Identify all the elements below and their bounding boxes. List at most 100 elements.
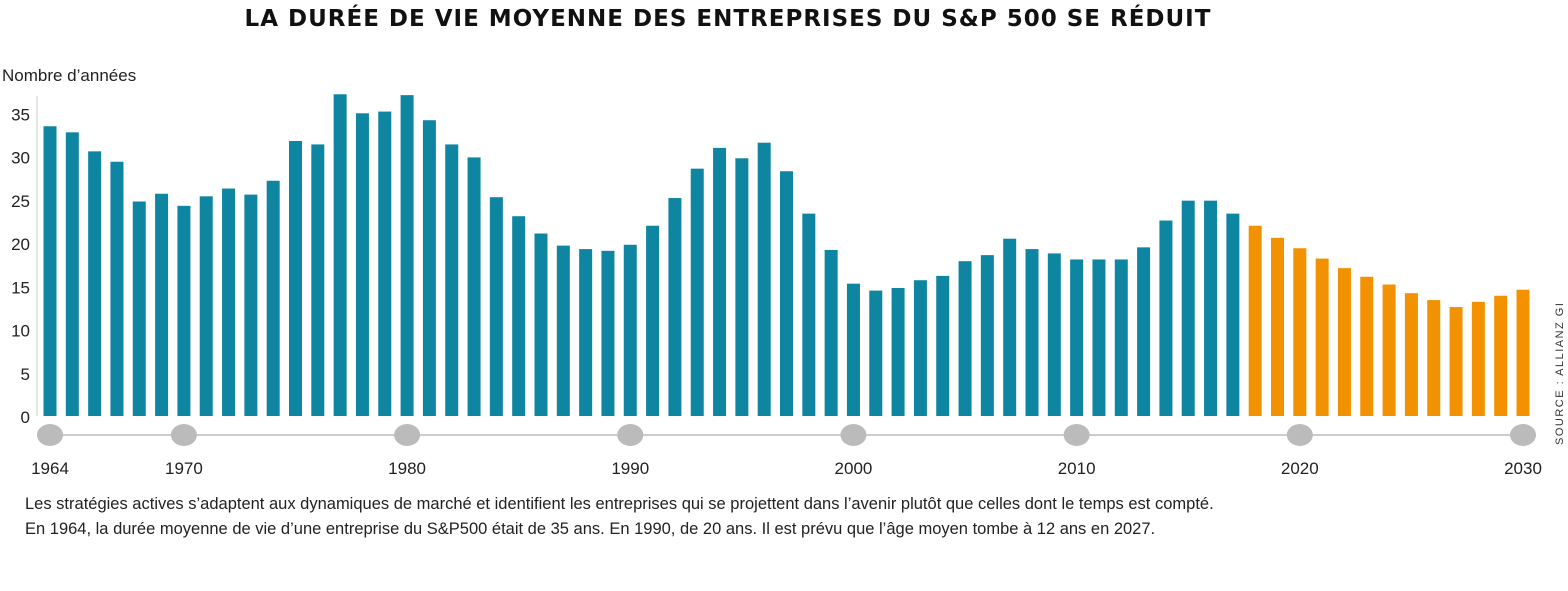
bar-1969 [155,193,169,416]
bar-1998 [802,213,816,416]
timeline-dot-2010 [1063,424,1090,446]
bar-1966 [88,151,102,416]
bar-2006 [980,255,994,416]
bar-2022 [1337,268,1351,416]
y-tick-label: 35 [11,105,30,124]
bar-2027 [1449,307,1463,416]
bar-1978 [355,113,369,417]
bar-1971 [199,196,213,416]
bar-1967 [110,161,124,416]
x-tick-label: 1964 [31,459,69,478]
bar-2005 [958,261,972,416]
bar-1995 [735,158,749,416]
caption: Les stratégies actives s’adaptent aux dy… [25,492,1525,542]
bar-2017 [1226,213,1240,416]
bar-2018 [1248,225,1262,416]
bar-2023 [1360,276,1374,416]
y-tick-label: 0 [21,408,30,427]
chart-title: LA DURÉE DE VIE MOYENNE DES ENTREPRISES … [245,4,1212,32]
timeline-dot-2020 [1286,424,1313,446]
bar-1975 [289,140,302,416]
bar-1999 [824,249,838,416]
bar-1990 [623,244,637,416]
caption-line-1: Les stratégies actives s’adaptent aux dy… [25,495,1214,513]
x-tick-label: 2000 [835,459,873,478]
bar-2025 [1404,293,1418,416]
bar-2016 [1204,200,1218,416]
bar-2013 [1137,247,1151,416]
bar-1985 [512,216,526,416]
x-axis-ticks: 1964 1970 1980 1990 2000 2010 2020 2030 [31,424,1542,478]
bar-2028 [1471,301,1485,416]
y-axis-ticks: 0 5 10 15 20 25 30 35 [11,105,30,427]
timeline-dot-2000 [840,424,867,446]
timeline-dot-1990 [617,424,644,446]
bar-2015 [1181,200,1195,416]
y-tick-label: 5 [21,365,30,384]
bar-1983 [467,157,481,416]
y-tick-label: 10 [11,322,30,341]
bar-2000 [846,283,860,416]
bar-1986 [534,233,548,416]
bar-2029 [1494,295,1508,416]
bar-1988 [579,249,593,416]
y-tick-label: 30 [11,149,30,168]
bar-2024 [1382,284,1396,416]
bar-1972 [222,188,236,416]
caption-line-2: En 1964, la durée moyenne de vie d’une e… [25,520,1156,538]
bar-2007 [1003,238,1017,416]
bar-1984 [489,197,503,416]
bar-2030 [1516,289,1530,416]
bar-1973 [244,194,258,416]
x-tick-label: 1990 [611,459,649,478]
bar-1976 [311,144,325,416]
bar-2009 [1047,253,1061,416]
bar-1997 [780,171,793,416]
bar-2014 [1159,220,1173,416]
bar-2010 [1070,259,1084,416]
bar-1982 [445,144,459,416]
y-axis-label: Nombre d’années [2,66,136,85]
bar-2003 [913,280,927,416]
bar-2020 [1293,248,1307,416]
x-tick-label: 2030 [1504,459,1542,478]
bar-2012 [1114,259,1128,416]
x-tick-label: 2010 [1058,459,1096,478]
bar-1996 [757,142,771,416]
bar-2008 [1025,249,1039,416]
x-tick-label: 1980 [388,459,426,478]
bar-1965 [65,132,79,416]
bars-group [43,94,1530,417]
x-tick-label: 1970 [165,459,203,478]
bar-1970 [177,205,191,416]
bar-1974 [266,180,280,416]
bar-2021 [1315,258,1329,416]
y-tick-label: 15 [11,278,30,297]
bar-1980 [400,95,414,416]
timeline-dot-1964 [37,424,63,446]
bar-1991 [646,225,660,416]
bar-1968 [132,201,146,416]
bar-2002 [891,288,905,416]
bar-2001 [869,290,883,416]
bar-1964 [43,126,57,417]
timeline-dot-1980 [394,424,421,446]
bar-2026 [1427,300,1441,416]
bar-1993 [690,168,704,416]
source-label: SOURCE : ALLIANZ GI [1554,302,1566,445]
timeline-dot-2030 [1510,424,1536,446]
bar-1992 [668,198,682,416]
bar-1981 [422,120,436,416]
bar-1989 [601,250,615,416]
bar-1979 [378,111,392,416]
y-tick-label: 25 [11,192,30,211]
bar-2019 [1271,237,1284,416]
timeline-dot-1970 [170,424,197,446]
bar-2011 [1092,259,1106,416]
x-tick-label: 2020 [1281,459,1319,478]
bar-1987 [556,245,570,416]
y-tick-label: 20 [11,235,30,254]
bar-2004 [936,275,950,416]
bar-1994 [713,147,727,416]
